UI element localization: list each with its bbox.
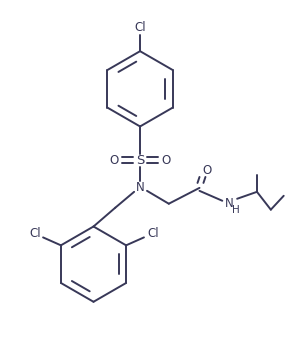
Text: O: O [110,154,119,166]
Text: O: O [161,154,171,166]
Text: Cl: Cl [134,21,146,34]
Text: S: S [136,154,144,166]
Text: O: O [203,164,212,177]
Text: N: N [136,181,144,194]
Text: H: H [232,205,240,215]
Text: N: N [225,197,234,210]
Text: Cl: Cl [29,227,41,240]
Text: Cl: Cl [147,227,159,240]
